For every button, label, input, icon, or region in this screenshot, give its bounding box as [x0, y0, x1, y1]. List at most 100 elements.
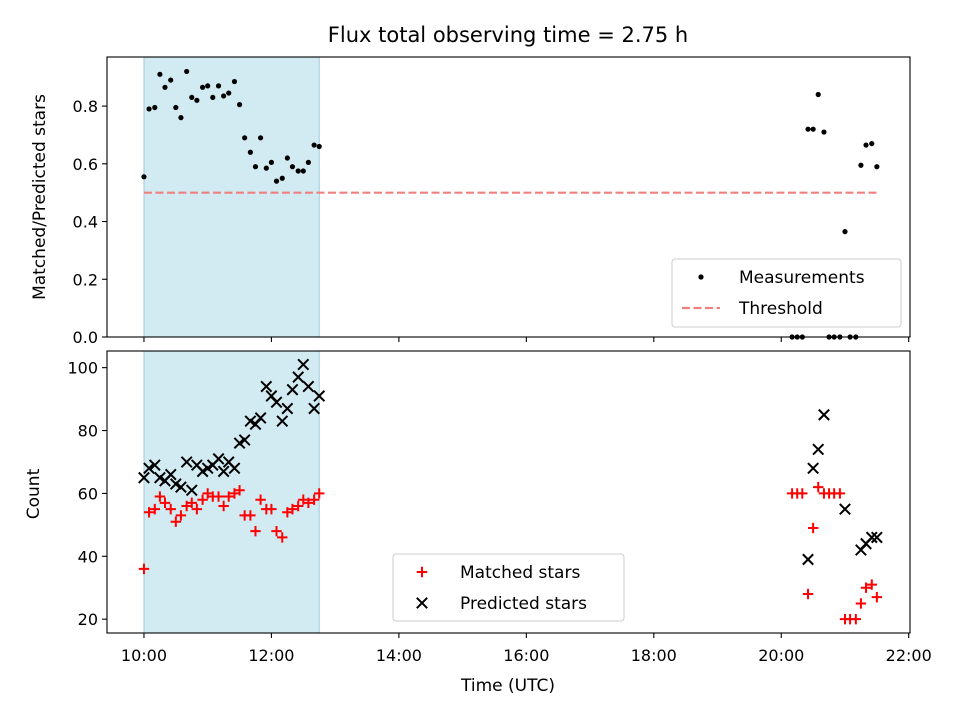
y-axis-label-ratio: Matched/Predicted stars: [30, 94, 50, 300]
predicted-stars-point: [276, 415, 289, 428]
predicted-stars-point: [807, 462, 820, 475]
legend-box: [392, 553, 625, 622]
y-tick-label: 40: [78, 547, 98, 566]
legend-label: Matched stars: [460, 563, 580, 583]
matched-stars-point: [245, 510, 256, 521]
matched-stars-point: [850, 613, 862, 625]
matched-stars-point: [255, 494, 266, 505]
measurements-point: [178, 115, 184, 121]
predicted-stars-point: [839, 503, 851, 516]
measurements-point: [858, 162, 864, 168]
legend-plus-swatch: [416, 566, 428, 578]
predicted-stars-point: [812, 443, 825, 456]
matched-stars-point: [871, 591, 883, 603]
measurements-point: [247, 149, 253, 155]
measurements-point: [146, 106, 152, 112]
measurements-point: [141, 174, 147, 180]
x-tick-label: 10:00: [121, 646, 167, 665]
measurements-point: [815, 91, 821, 98]
matched-stars-point: [797, 488, 808, 499]
predicted-stars-point: [297, 358, 310, 371]
measurements-point: [215, 83, 222, 89]
predicted-stars-point: [313, 390, 326, 402]
measurements-point: [221, 93, 227, 99]
measurements-point: [805, 126, 811, 132]
x-tick-label: 18:00: [631, 646, 677, 665]
measurements-point: [263, 165, 269, 171]
y-tick-label: 80: [78, 422, 98, 441]
y-tick-label: 60: [78, 484, 98, 503]
matched-stars-point: [303, 497, 314, 509]
matched-stars-point: [314, 488, 325, 499]
x-tick-label: 14:00: [376, 646, 422, 665]
axes-frame: [106, 350, 911, 634]
legend-box: [671, 258, 902, 328]
predicted-stars-point: [286, 383, 299, 396]
predicted-stars-point: [238, 434, 251, 446]
matched-stars-point: [165, 503, 176, 515]
predicted-stars-point: [180, 456, 193, 468]
matched-stars-point: [159, 497, 171, 509]
y-axis-label-count: Count: [24, 468, 44, 519]
matched-stars-point: [807, 522, 819, 534]
predicted-stars-point: [228, 462, 241, 475]
legend-label: Predicted stars: [460, 594, 587, 614]
observing-window-shading: [143, 350, 320, 634]
x-tick-label: 20:00: [758, 646, 804, 665]
predicted-stars-point: [308, 402, 321, 415]
matched-stars-point: [866, 579, 877, 590]
matched-stars-point: [213, 491, 224, 502]
measurements-point: [810, 126, 816, 132]
matched-stars-point: [223, 491, 234, 502]
measurements-point: [842, 229, 848, 235]
measurements-point: [162, 84, 168, 90]
predicted-stars-point: [260, 380, 273, 393]
measurements-point: [199, 84, 206, 90]
predicted-stars-point: [175, 481, 187, 494]
matched-stars-point: [234, 485, 245, 496]
measurements-point: [295, 168, 301, 174]
matched-stars-point: [266, 503, 277, 515]
measurements-point: [289, 164, 296, 170]
legend-dot-swatch: [698, 274, 704, 280]
measurements-point: [305, 159, 311, 165]
measurements-point: [226, 90, 232, 96]
predicted-stars-point: [164, 468, 177, 481]
measurements-point: [268, 159, 275, 165]
matched-stars-point: [860, 582, 872, 593]
measurements-point: [869, 140, 875, 147]
measurements-point: [194, 97, 200, 103]
measurements-point: [184, 68, 190, 75]
y-tick-label: 20: [78, 610, 98, 629]
matched-stars-point: [250, 525, 261, 537]
x-tick-label: 22:00: [886, 646, 932, 665]
predicted-stars-point: [254, 412, 267, 424]
predicted-stars-point: [185, 484, 198, 497]
legend-label: Threshold: [738, 299, 823, 319]
predicted-stars-point: [865, 531, 878, 544]
predicted-stars-point: [281, 402, 294, 415]
predicted-stars-point: [143, 462, 155, 475]
matched-stars-point: [143, 507, 155, 518]
measurements-point: [157, 71, 163, 77]
legend-x-swatch: [416, 597, 428, 609]
x-tick-label: 12:00: [248, 646, 294, 665]
predicted-stars-point: [870, 531, 883, 544]
matched-stars-point: [154, 491, 166, 502]
measurements-point: [252, 164, 259, 170]
measurements-point: [311, 142, 317, 148]
matched-stars-point: [271, 525, 282, 537]
matched-stars-point: [287, 503, 298, 515]
matched-stars-point: [292, 500, 304, 512]
measurements-point: [236, 102, 243, 108]
measurements-point: [168, 77, 174, 83]
matched-stars-point: [170, 516, 182, 527]
measurements-point: [242, 135, 248, 141]
measurements-point: [152, 104, 158, 111]
measurements-point: [173, 104, 179, 111]
predicted-stars-point: [292, 371, 305, 384]
legend: Measurements Threshold: [671, 258, 902, 328]
measurements-point: [189, 94, 195, 101]
matched-stars-point: [197, 494, 208, 505]
